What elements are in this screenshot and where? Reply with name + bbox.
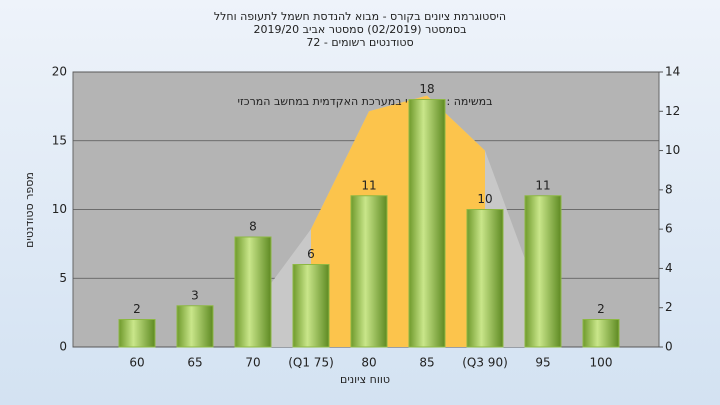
- bar: [350, 195, 388, 348]
- x-tick-label: 70: [245, 356, 260, 370]
- data-label: 11: [535, 178, 550, 192]
- bar: [234, 236, 272, 348]
- y2-tick-label: 10: [665, 143, 680, 157]
- x-tick-label: 65: [187, 356, 202, 370]
- x-tick-label: 85: [419, 356, 434, 370]
- bar: [582, 319, 620, 348]
- data-label: 3: [191, 288, 199, 302]
- x-tick-label: 60: [129, 356, 144, 370]
- data-label: 2: [597, 302, 605, 316]
- bar: [292, 264, 330, 348]
- y2-tick-label: 14: [665, 65, 680, 79]
- y-tick-label: 10: [52, 202, 67, 216]
- x-tick-label: 95: [535, 356, 550, 370]
- data-label: 8: [249, 220, 257, 234]
- y-tick-label: 0: [59, 340, 67, 354]
- y-tick-label: 15: [52, 133, 67, 147]
- x-tick-label: 80: [361, 356, 376, 370]
- chart-subtitle: סטודנטים רשומים - 72: [306, 36, 413, 49]
- x-tick-label: (Q1 75): [288, 356, 334, 370]
- bar: [524, 195, 562, 348]
- data-label: 10: [477, 192, 492, 206]
- y-axis-label: מספר סטודנטים: [23, 172, 36, 248]
- chart-subtitle: בסמסטר (02/2019) סמסטר אביב 2019/20: [253, 23, 466, 36]
- chart-title: היסטוגרמת ציונים בקורס - מבוא להנדסת חשמ…: [214, 10, 506, 23]
- bar: [176, 305, 214, 348]
- x-axis-label: טווח ציונים: [340, 373, 390, 386]
- data-label: 18: [419, 82, 434, 96]
- data-label: 2: [133, 302, 141, 316]
- data-label: 11: [361, 178, 376, 192]
- bar: [466, 209, 504, 348]
- annotation: במשימה : ציון סופי במערכת האקדמית במחשב …: [238, 95, 493, 108]
- y2-tick-label: 8: [665, 182, 673, 196]
- bar: [118, 319, 156, 348]
- data-label: 6: [307, 247, 315, 261]
- y2-tick-label: 2: [665, 300, 673, 314]
- y2-tick-label: 4: [665, 261, 673, 275]
- y2-tick-label: 12: [665, 104, 680, 118]
- y2-tick-label: 0: [665, 340, 673, 354]
- x-tick-label: 100: [590, 356, 613, 370]
- bar: [408, 99, 446, 348]
- y2-tick-label: 6: [665, 222, 673, 236]
- x-tick-label: (Q3 90): [462, 356, 508, 370]
- y-tick-label: 5: [59, 271, 67, 285]
- y-tick-label: 20: [52, 65, 67, 79]
